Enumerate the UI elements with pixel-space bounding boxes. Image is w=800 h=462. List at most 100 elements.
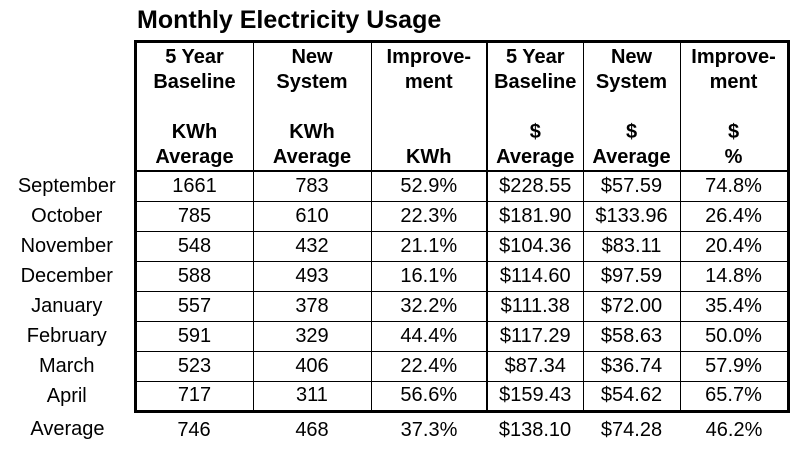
cell-dollar-new: $57.59 bbox=[582, 170, 681, 202]
summary-kwh-baseline: 746 bbox=[177, 418, 211, 441]
column-header-improvement-kwh: Improve- ment KWh bbox=[370, 40, 488, 172]
header-line: KWh bbox=[171, 121, 218, 143]
header-line: Improve- bbox=[691, 46, 776, 68]
cell-dollar-improvement: 50.0% bbox=[679, 320, 790, 352]
cell-kwh-improvement: 44.4% bbox=[370, 320, 488, 352]
header-line bbox=[372, 120, 486, 145]
cell-dollar-improvement: 74.8% bbox=[679, 170, 790, 202]
cell-kwh-new: 378 bbox=[252, 290, 372, 322]
cell-kwh-baseline: 717 bbox=[133, 380, 254, 413]
corner-cell bbox=[0, 42, 135, 172]
header-line bbox=[584, 95, 679, 120]
header-line bbox=[489, 95, 582, 120]
page-title: Monthly Electricity Usage bbox=[137, 6, 442, 34]
row-label: March bbox=[38, 354, 95, 377]
summary-dollar-new: $74.28 bbox=[600, 418, 663, 441]
cell-kwh-baseline: 785 bbox=[133, 200, 254, 232]
cell-kwh-new: 432 bbox=[252, 230, 372, 262]
cell-dollar-baseline: $104.36 bbox=[486, 230, 584, 262]
cell-dollar-baseline: $181.90 bbox=[486, 200, 584, 232]
column-header-newsystem-dollar: New System $ Average bbox=[582, 40, 681, 172]
row-label: September bbox=[17, 174, 116, 197]
cell-dollar-baseline: $114.60 bbox=[486, 260, 584, 292]
summary-kwh-new: 468 bbox=[295, 418, 329, 441]
header-line: Average bbox=[592, 146, 671, 168]
header-line: $ bbox=[529, 121, 541, 143]
row-label: December bbox=[20, 264, 113, 287]
table-row: February 591 329 44.4% $117.29 $58.63 50… bbox=[0, 320, 790, 352]
cell-dollar-new: $133.96 bbox=[582, 200, 681, 232]
cell-dollar-new: $97.59 bbox=[582, 260, 681, 292]
row-label: November bbox=[20, 234, 113, 257]
cell-dollar-new: $58.63 bbox=[582, 320, 681, 352]
cell-dollar-baseline: $111.38 bbox=[486, 290, 584, 322]
cell-dollar-new: $83.11 bbox=[582, 230, 681, 262]
row-label: February bbox=[26, 324, 107, 347]
cell-kwh-new: 610 bbox=[252, 200, 372, 232]
header-line: New bbox=[610, 46, 653, 68]
cell-dollar-improvement: 35.4% bbox=[679, 290, 790, 322]
table-header-row: 5 Year Baseline KWh Average New System K… bbox=[0, 40, 790, 172]
header-line: Average bbox=[496, 146, 575, 168]
cell-kwh-baseline: 591 bbox=[133, 320, 254, 352]
header-line bbox=[681, 95, 785, 120]
header-line bbox=[138, 95, 252, 120]
summary-row: Average 746 468 37.3% $138.10 $74.28 46.… bbox=[0, 411, 788, 444]
cell-kwh-baseline: 557 bbox=[133, 290, 254, 322]
cell-dollar-baseline: $117.29 bbox=[486, 320, 584, 352]
cell-kwh-improvement: 16.1% bbox=[370, 260, 488, 292]
cell-kwh-improvement: 22.3% bbox=[370, 200, 488, 232]
cell-dollar-improvement: 65.7% bbox=[679, 380, 790, 413]
table-row: January 557 378 32.2% $111.38 $72.00 35.… bbox=[0, 290, 790, 322]
header-line: System bbox=[276, 71, 348, 93]
header-line: Baseline bbox=[494, 71, 577, 93]
cell-kwh-new: 493 bbox=[252, 260, 372, 292]
header-line: $ bbox=[625, 121, 638, 143]
cell-dollar-new: $54.62 bbox=[582, 380, 681, 413]
table-row: October 785 610 22.3% $181.90 $133.96 26… bbox=[0, 200, 790, 232]
header-line bbox=[372, 95, 486, 120]
cell-kwh-improvement: 52.9% bbox=[370, 170, 488, 202]
summary-dollar-improvement: 46.2% bbox=[705, 418, 763, 441]
cell-kwh-improvement: 32.2% bbox=[370, 290, 488, 322]
column-header-baseline-dollar: 5 Year Baseline $ Average bbox=[486, 40, 584, 172]
header-line bbox=[254, 95, 370, 120]
cell-kwh-new: 406 bbox=[252, 350, 372, 382]
row-label: January bbox=[31, 294, 103, 317]
column-header-improvement-dollar: Improve- ment $ % bbox=[679, 40, 790, 172]
header-line: 5 Year bbox=[165, 46, 224, 68]
summary-label: Average bbox=[30, 418, 105, 440]
cell-kwh-baseline: 1661 bbox=[133, 170, 254, 202]
cell-kwh-baseline: 588 bbox=[133, 260, 254, 292]
table-row: September 1661 783 52.9% $228.55 $57.59 … bbox=[0, 170, 790, 202]
cell-kwh-baseline: 523 bbox=[133, 350, 254, 382]
header-line: Average bbox=[155, 146, 234, 168]
row-label: April bbox=[46, 384, 87, 407]
cell-dollar-improvement: 20.4% bbox=[679, 230, 790, 262]
table-row: November 548 432 21.1% $104.36 $83.11 20… bbox=[0, 230, 790, 262]
header-line: Average bbox=[272, 146, 352, 168]
header-line: KWh bbox=[289, 121, 335, 143]
cell-kwh-improvement: 56.6% bbox=[370, 380, 488, 413]
row-label: October bbox=[31, 204, 103, 227]
column-header-baseline-kwh: 5 Year Baseline KWh Average bbox=[133, 40, 254, 172]
header-line: Improve- bbox=[386, 46, 471, 68]
summary-kwh-improvement: 37.3% bbox=[400, 418, 458, 441]
cell-dollar-baseline: $159.43 bbox=[486, 380, 584, 413]
header-line: System bbox=[595, 71, 668, 93]
cell-dollar-improvement: 14.8% bbox=[679, 260, 790, 292]
cell-kwh-new: 329 bbox=[252, 320, 372, 352]
header-line: KWh bbox=[405, 146, 452, 168]
cell-dollar-improvement: 26.4% bbox=[679, 200, 790, 232]
header-line: ment bbox=[709, 71, 758, 93]
header-line: New bbox=[291, 46, 333, 68]
cell-kwh-improvement: 22.4% bbox=[370, 350, 488, 382]
header-line: 5 Year bbox=[505, 46, 565, 68]
cell-kwh-new: 311 bbox=[252, 380, 372, 413]
column-header-newsystem-kwh: New System KWh Average bbox=[252, 40, 372, 172]
cell-kwh-new: 783 bbox=[252, 170, 372, 202]
cell-dollar-improvement: 57.9% bbox=[679, 350, 790, 382]
cell-dollar-baseline: $228.55 bbox=[486, 170, 584, 202]
header-line: ment bbox=[404, 71, 453, 93]
